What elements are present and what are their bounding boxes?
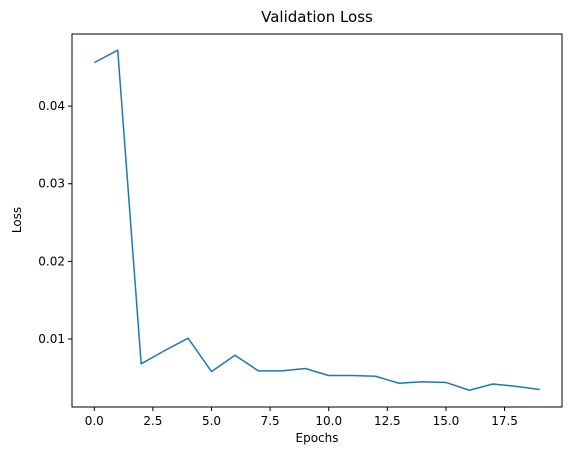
x-tick-label: 17.5 [491,414,518,428]
x-tick-label: 15.0 [433,414,460,428]
plot-area: 0.0 2.5 5.0 7.5 10.0 12.5 15.0 17.5 0.010.020.0… [38,33,563,428]
x-axis: 0.0 2.5 5.0 7.5 10.0 12.5 15.0 17.5 [85,407,518,428]
y-tick-label: 0.01 [38,332,65,346]
y-axis-label: Loss [10,207,24,233]
plot-frame [71,33,563,408]
x-tick-label: 5.0 [202,414,221,428]
y-tick-label: 0.02 [38,254,65,268]
x-axis-label: Epochs [296,431,339,445]
x-tick-label: 7.5 [261,414,280,428]
y-axis: 0.01 0.02 0.03 0.04 [38,99,72,346]
y-tick-label: 0.03 [38,177,65,191]
series-line-validation-loss [93,49,540,391]
chart-title: Validation Loss [261,8,373,26]
x-tick-label: 0.0 [85,414,104,428]
x-tick-label: 10.0 [315,414,342,428]
y-tick-label: 0.04 [38,99,65,113]
x-tick-label: 12.5 [374,414,401,428]
x-tick-label: 2.5 [143,414,162,428]
